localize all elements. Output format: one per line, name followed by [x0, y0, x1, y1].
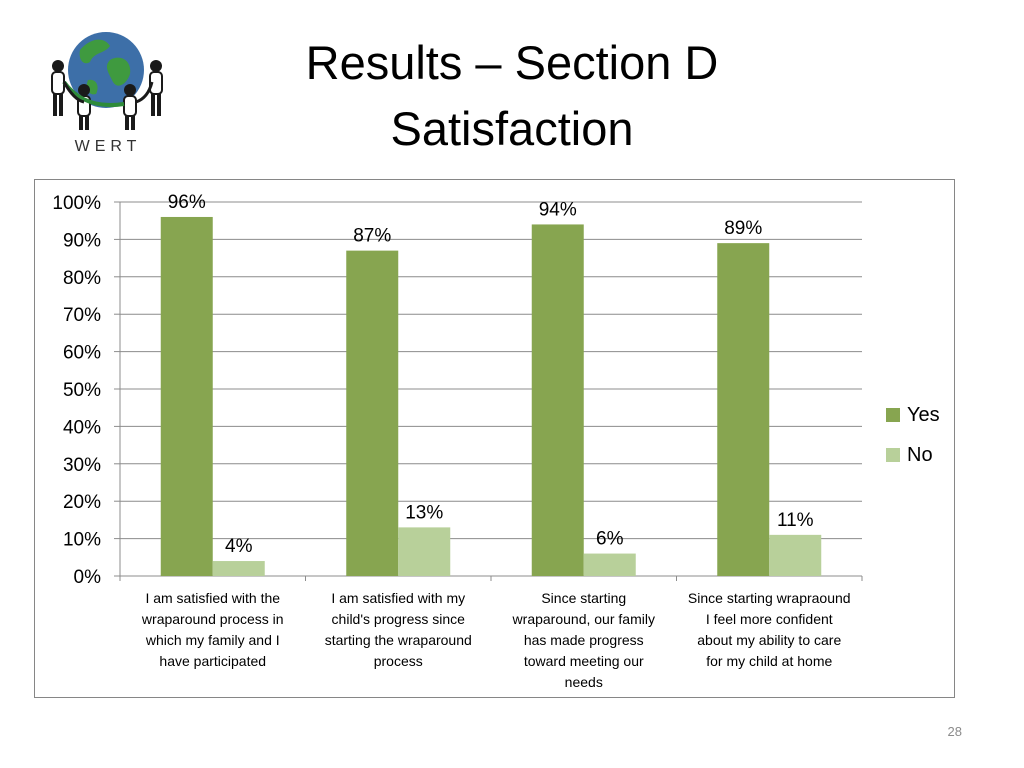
- x-category-label: child's progress since: [332, 611, 466, 627]
- data-label: 4%: [225, 536, 253, 557]
- y-tick-label: 80%: [63, 268, 101, 289]
- page-number: 28: [947, 724, 962, 739]
- y-tick-label: 40%: [63, 417, 101, 438]
- y-tick-label: 10%: [63, 530, 101, 551]
- legend-label-yes: Yes: [907, 404, 940, 426]
- legend-swatch-yes: [886, 408, 900, 422]
- x-category-label: wraparound, our family: [512, 611, 655, 627]
- x-category-label: process: [374, 653, 423, 669]
- data-label: 89%: [724, 218, 762, 239]
- y-tick-label: 60%: [63, 343, 101, 364]
- y-tick-label: 100%: [52, 193, 101, 214]
- data-label: 87%: [353, 226, 391, 247]
- bar-no: [769, 534, 822, 576]
- bar-yes: [717, 243, 770, 576]
- data-label: 13%: [405, 502, 443, 523]
- bar-no: [398, 527, 451, 576]
- x-category-label: needs: [565, 674, 603, 690]
- bar-no: [212, 561, 265, 576]
- x-category-label: for my child at home: [706, 653, 832, 669]
- x-category-label: toward meeting our: [524, 653, 644, 669]
- data-label: 94%: [539, 199, 577, 220]
- legend-label-no: No: [907, 444, 933, 466]
- y-tick-label: 20%: [63, 492, 101, 513]
- x-category-label: Since starting wrapraound: [688, 590, 851, 606]
- title-line-1: Results – Section D: [305, 36, 719, 89]
- bar-yes: [531, 224, 584, 576]
- wert-logo: WERT: [44, 20, 172, 160]
- y-tick-label: 30%: [63, 455, 101, 476]
- x-category-label: I feel more confident: [706, 611, 833, 627]
- logo-text: WERT: [75, 138, 142, 155]
- x-category-label: has made progress: [524, 632, 644, 648]
- bar-yes: [346, 250, 399, 576]
- x-category-label: about my ability to care: [697, 632, 841, 648]
- data-label: 6%: [596, 529, 624, 550]
- data-label: 11%: [777, 510, 814, 531]
- y-tick-label: 90%: [63, 230, 101, 251]
- legend-swatch-no: [886, 448, 900, 462]
- x-category-label: Since starting: [541, 590, 626, 606]
- x-category-label: wraparound process in: [141, 611, 284, 627]
- bar-no: [583, 553, 636, 576]
- x-category-label: I am satisfied with the: [145, 590, 280, 606]
- y-tick-label: 70%: [63, 305, 101, 326]
- data-label: 96%: [168, 192, 206, 213]
- x-category-label: I am satisfied with my: [331, 590, 465, 606]
- people-ring-icon: [51, 60, 163, 130]
- y-tick-label: 50%: [63, 380, 101, 401]
- bar-yes: [160, 216, 213, 576]
- chart-frame: 0% 10% 20% 30% 40% 50% 60% 70% 80% 90% 100% 96% 87% 9…: [34, 179, 955, 698]
- x-category-label: have participated: [159, 653, 266, 669]
- slide-title: Results – Section D Satisfaction: [230, 30, 794, 162]
- x-category-label: starting the wraparound: [325, 632, 472, 648]
- x-category-label: which my family and I: [145, 632, 280, 648]
- title-line-2: Satisfaction: [390, 102, 634, 155]
- bar-chart: 0% 10% 20% 30% 40% 50% 60% 70% 80% 90% 100% 96% 87% 9…: [52, 192, 940, 690]
- y-tick-label: 0%: [74, 567, 102, 588]
